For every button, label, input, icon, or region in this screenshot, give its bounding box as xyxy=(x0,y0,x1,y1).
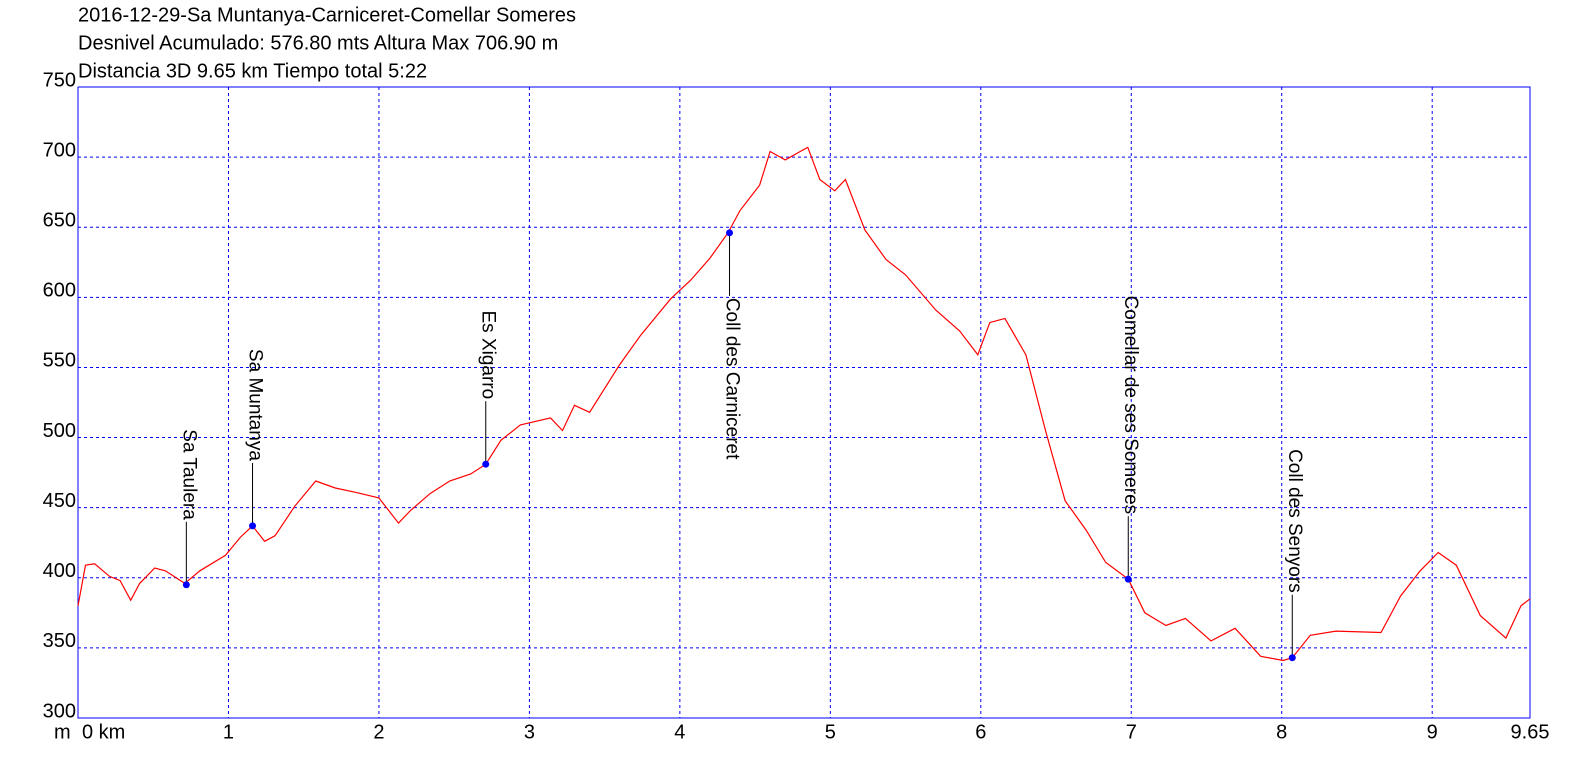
waypoint-marker xyxy=(249,522,257,530)
y-tick-label: 450 xyxy=(43,490,76,512)
x-tick-label: 9 xyxy=(1427,721,1438,743)
x-tick-label: 3 xyxy=(524,721,535,743)
waypoint-marker xyxy=(1288,654,1296,662)
waypoint-marker xyxy=(182,581,190,589)
y-tick-label: 500 xyxy=(43,420,76,442)
x-tick-label: 1 xyxy=(223,721,234,743)
waypoint-label: Es Xigarro xyxy=(478,310,499,399)
y-tick-label: 350 xyxy=(43,630,76,652)
x-tick-label: 9.65 xyxy=(1511,721,1550,743)
y-tick-label: 550 xyxy=(43,350,76,372)
y-tick-label: 600 xyxy=(43,280,76,302)
y-tick-label: 300 xyxy=(43,700,76,722)
x-tick-label: 7 xyxy=(1126,721,1137,743)
x-tick-label: 5 xyxy=(825,721,836,743)
waypoint-label: Sa Taulera xyxy=(178,429,199,520)
waypoint-label: Coll des Carniceret xyxy=(722,298,743,460)
elevation-line xyxy=(77,146,1531,662)
x-tick-label: 2 xyxy=(373,721,384,743)
waypoint-label: Comellar de ses Someres xyxy=(1120,296,1141,515)
x-tick-label: 8 xyxy=(1276,721,1287,743)
waypoint-label: Coll des Senyors xyxy=(1284,449,1305,593)
y-tick-label: 400 xyxy=(43,560,76,582)
y-tick-label: 700 xyxy=(43,139,76,161)
chart-subtitle: Distancia 3D 9.65 km Tiempo total 5:22 xyxy=(78,60,427,82)
chart-subtitle: Desnivel Acumulado: 576.80 mts Altura Ma… xyxy=(78,32,558,54)
plot-frame xyxy=(77,86,1531,719)
waypoint-marker xyxy=(726,229,734,237)
waypoint-marker xyxy=(1124,575,1132,583)
waypoint-marker xyxy=(482,460,490,468)
x-tick-label: 0 km xyxy=(82,721,125,743)
y-tick-label: 750 xyxy=(43,69,76,91)
y-tick-label: 650 xyxy=(43,210,76,232)
y-axis-label: m xyxy=(54,721,71,743)
waypoint-label: Sa Muntanya xyxy=(245,349,266,461)
chart-title: 2016-12-29-Sa Muntanya-Carniceret-Comell… xyxy=(78,4,576,26)
x-tick-label: 4 xyxy=(674,721,685,743)
x-tick-label: 6 xyxy=(975,721,986,743)
